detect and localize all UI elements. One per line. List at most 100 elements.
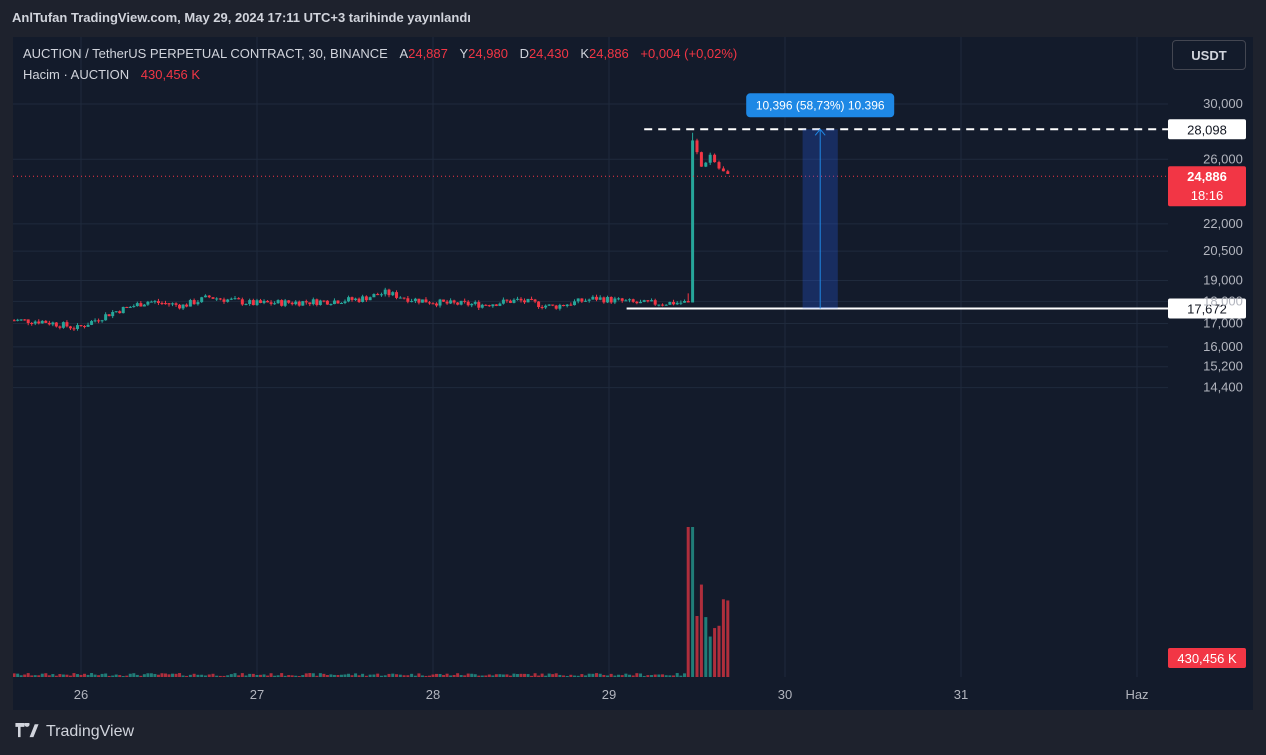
candle-body bbox=[47, 322, 51, 325]
candle-body bbox=[631, 299, 635, 302]
open-value: 24,887 bbox=[408, 46, 448, 61]
volume-bar bbox=[54, 675, 58, 677]
candle-body bbox=[398, 297, 402, 299]
candle-body bbox=[540, 306, 544, 308]
volume-bar bbox=[675, 673, 679, 677]
volume-bar bbox=[237, 675, 241, 677]
candle-body bbox=[218, 298, 222, 300]
chart-panel[interactable] bbox=[13, 37, 1253, 710]
volume-bar bbox=[65, 674, 69, 677]
volume-bar bbox=[160, 673, 164, 677]
candle-body bbox=[121, 306, 125, 314]
volume-bar bbox=[653, 674, 657, 677]
footer-brand[interactable]: TradingView bbox=[14, 723, 134, 741]
volume-bar bbox=[79, 674, 83, 677]
candle-body bbox=[650, 300, 654, 302]
volume-bar bbox=[269, 673, 273, 677]
volume-bar bbox=[494, 674, 498, 677]
volume-bar bbox=[565, 675, 569, 677]
candle-body bbox=[222, 299, 226, 302]
volume-bar bbox=[329, 674, 333, 677]
candle-body bbox=[442, 299, 446, 302]
volume-bar bbox=[726, 600, 730, 677]
candle-body bbox=[153, 301, 157, 303]
candle-body bbox=[580, 298, 584, 302]
candle-body bbox=[233, 298, 237, 300]
volume-bar bbox=[322, 673, 326, 677]
candle-body bbox=[322, 300, 326, 302]
volume-bar bbox=[391, 673, 395, 677]
candle-body bbox=[551, 304, 555, 306]
volume-bar bbox=[350, 675, 354, 677]
volume-bar bbox=[83, 673, 87, 677]
candle-body bbox=[90, 321, 94, 325]
x-tick-label: 28 bbox=[426, 687, 440, 702]
volume-bar bbox=[452, 674, 456, 677]
candle-body bbox=[410, 301, 414, 303]
volume-bar bbox=[413, 675, 417, 677]
candle-body bbox=[244, 304, 248, 306]
symbol-legend[interactable]: AUCTION / TetherUS PERPETUAL CONTRACT, 3… bbox=[23, 46, 737, 61]
candle-body bbox=[512, 299, 516, 303]
volume-bar bbox=[171, 673, 175, 677]
candle-body bbox=[308, 302, 312, 305]
volume-bar bbox=[435, 673, 439, 677]
volume-bar bbox=[544, 675, 548, 677]
candle-body bbox=[336, 300, 340, 304]
currency-button[interactable]: USDT bbox=[1172, 40, 1246, 70]
volume-bar bbox=[442, 675, 446, 677]
volume-legend[interactable]: Hacim · AUCTION 430,456 K bbox=[23, 67, 200, 82]
candle-body bbox=[304, 301, 308, 303]
volume-bar bbox=[445, 673, 449, 677]
volume-bar bbox=[661, 674, 665, 677]
volume-bar bbox=[668, 675, 672, 677]
candle-body bbox=[200, 297, 204, 303]
volume-bar bbox=[58, 674, 62, 677]
y-tick-label: 17,000 bbox=[1203, 315, 1243, 330]
candle-body bbox=[704, 162, 708, 167]
candle-body bbox=[79, 325, 83, 327]
candle-body bbox=[163, 303, 167, 305]
volume-bar bbox=[530, 675, 534, 677]
candle-body bbox=[75, 325, 79, 329]
volume-bar bbox=[361, 673, 365, 677]
candle-body bbox=[554, 305, 558, 309]
price-chart[interactable]: 10,396 (58,73%) 10.396 28,098 17,672 24,886… bbox=[13, 37, 1253, 710]
candle-body bbox=[160, 302, 164, 304]
volume-bar bbox=[276, 675, 280, 677]
x-tick-label: 29 bbox=[602, 687, 616, 702]
volume-bar bbox=[262, 674, 266, 677]
volume-bar bbox=[420, 675, 424, 677]
candle-body bbox=[484, 304, 488, 306]
volume-bar bbox=[139, 675, 143, 677]
volume-bar bbox=[287, 675, 291, 677]
volume-bar bbox=[537, 675, 541, 677]
volume-bar bbox=[229, 674, 233, 677]
volume-bar bbox=[347, 673, 351, 677]
tradingview-logo-icon bbox=[15, 723, 39, 738]
volume-bar bbox=[664, 675, 668, 677]
candle-body bbox=[192, 300, 196, 305]
candle-body bbox=[675, 302, 679, 305]
volume-bar bbox=[255, 674, 259, 677]
volume-bar bbox=[628, 674, 632, 677]
volume-bar bbox=[372, 674, 376, 677]
x-tick-label: 27 bbox=[250, 687, 264, 702]
volume-bar bbox=[515, 674, 519, 677]
volume-bar bbox=[438, 674, 442, 677]
y-tick-label: 26,000 bbox=[1203, 151, 1243, 166]
volume-bar bbox=[635, 673, 639, 677]
candle-body bbox=[501, 299, 505, 304]
candle-body bbox=[207, 295, 211, 298]
candle-body bbox=[171, 303, 175, 305]
candle-body bbox=[114, 311, 118, 313]
last-price-label: 24,886 bbox=[1187, 169, 1227, 184]
candle-body bbox=[413, 298, 417, 302]
volume-bar bbox=[620, 675, 624, 677]
candle-body bbox=[86, 324, 90, 327]
candle-body bbox=[107, 314, 111, 317]
volume-bar bbox=[218, 675, 222, 677]
volume-bar bbox=[75, 674, 79, 677]
candle-body bbox=[347, 297, 351, 302]
volume-bar bbox=[251, 673, 255, 677]
